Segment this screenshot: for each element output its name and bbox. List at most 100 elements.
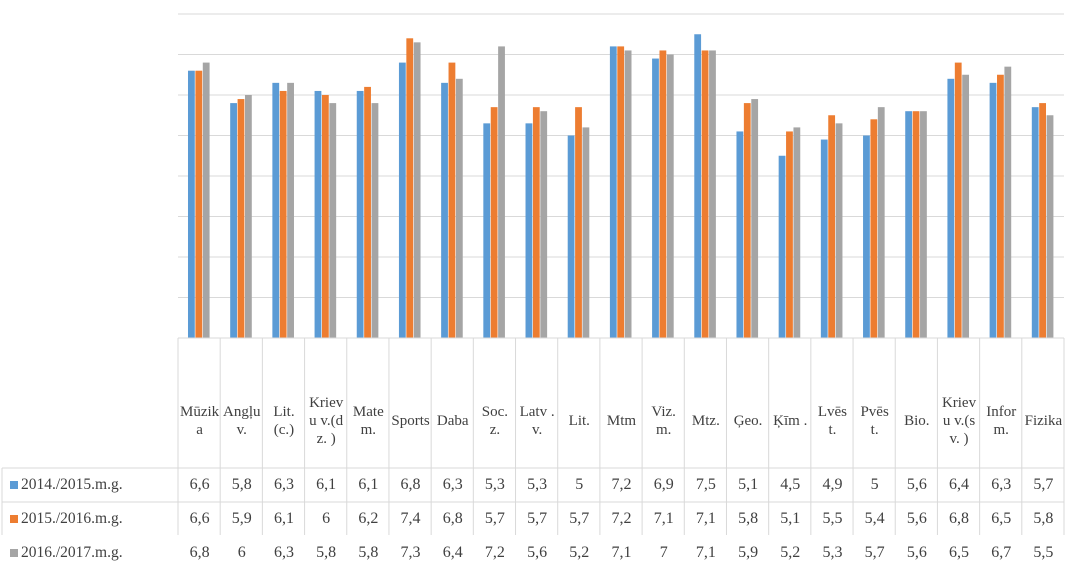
category-label: Matem. xyxy=(352,404,384,438)
data-label: 6,8 xyxy=(949,510,970,527)
category-label: Mtz. xyxy=(691,413,720,429)
bar-3 xyxy=(1004,66,1012,339)
data-label: 7,1 xyxy=(695,544,716,561)
data-label: 6,8 xyxy=(189,544,210,561)
bar-1 xyxy=(187,70,195,338)
category-label: Viz. m. xyxy=(651,404,676,438)
bar-3 xyxy=(244,95,252,338)
legend-label: 2014./2015.m.g. xyxy=(21,476,123,493)
data-label: 4,9 xyxy=(822,476,843,493)
bar-chart xyxy=(1,13,1065,535)
data-label: 5,2 xyxy=(780,544,801,561)
bar-2 xyxy=(997,74,1004,338)
data-label: 7,4 xyxy=(400,510,421,527)
data-label: 5,6 xyxy=(906,544,927,561)
bar-2 xyxy=(448,62,456,338)
bar-3 xyxy=(709,50,716,338)
bar-1 xyxy=(525,123,533,338)
data-label: 5,8 xyxy=(316,544,337,561)
data-label: 5,3 xyxy=(527,476,548,493)
legend-swatch xyxy=(10,549,18,557)
data-label: 5,7 xyxy=(1033,476,1054,493)
bar-1 xyxy=(694,34,702,338)
bar-2 xyxy=(279,90,287,338)
data-label: 6,4 xyxy=(442,544,463,561)
category-label: Bio. xyxy=(904,413,930,429)
bar-2 xyxy=(954,62,962,338)
bar-2 xyxy=(575,107,582,339)
category-label: Ķīm . xyxy=(773,413,808,429)
category-label: Krievu v.(dz. ) xyxy=(309,395,344,447)
category-label: Sports xyxy=(391,413,430,429)
bar-3 xyxy=(202,62,210,338)
bar-3 xyxy=(624,50,632,338)
data-label: 5,8 xyxy=(738,510,759,527)
category-label: Daba xyxy=(436,413,469,429)
bar-2 xyxy=(912,111,920,338)
bar-2 xyxy=(364,86,371,339)
bar-3 xyxy=(455,78,463,339)
data-label: 6,7 xyxy=(991,544,1012,561)
bar-1 xyxy=(863,135,870,338)
bar-1 xyxy=(947,78,955,339)
bar-2 xyxy=(701,50,709,338)
bar-3 xyxy=(582,127,590,339)
data-label: 7,2 xyxy=(484,544,505,561)
bar-1 xyxy=(314,90,322,338)
data-label: 5 xyxy=(575,476,584,493)
bar-1 xyxy=(1031,107,1039,339)
data-label: 6,8 xyxy=(442,510,463,527)
bar-1 xyxy=(609,46,617,339)
data-label: 5,5 xyxy=(822,510,843,527)
data-label: 5,9 xyxy=(738,544,759,561)
bar-3 xyxy=(287,82,294,338)
data-label: 5,1 xyxy=(780,510,801,527)
data-label: 7,5 xyxy=(695,476,716,493)
data-label: 6,1 xyxy=(316,476,337,493)
bar-1 xyxy=(567,135,575,338)
data-label: 7,1 xyxy=(695,510,716,527)
category-label: Mūzika xyxy=(180,404,220,438)
category-label: Lvēs t. xyxy=(817,404,848,438)
bar-3 xyxy=(1046,115,1054,338)
bar-1 xyxy=(230,103,237,338)
data-label: 7,1 xyxy=(611,544,632,561)
bar-2 xyxy=(490,107,498,339)
category-label: Krievu v.(sv. ) xyxy=(941,395,977,447)
bar-1 xyxy=(272,82,280,338)
data-label: 5,3 xyxy=(822,544,843,561)
data-label: 6,1 xyxy=(358,476,379,493)
data-label: 7,3 xyxy=(400,544,421,561)
legend-entry: 2015./2016.m.g. xyxy=(10,502,180,536)
bar-2 xyxy=(786,131,793,338)
bar-2 xyxy=(195,70,203,338)
data-label: 6,3 xyxy=(991,476,1012,493)
bar-1 xyxy=(356,90,364,338)
category-label: Angļu v. xyxy=(223,404,261,438)
data-label: 6,8 xyxy=(400,476,421,493)
data-label: 6,4 xyxy=(949,476,970,493)
data-label: 6,6 xyxy=(189,510,210,527)
data-label: 5,8 xyxy=(1033,510,1054,527)
data-label: 6 xyxy=(237,544,246,561)
category-label: Fizika xyxy=(1024,413,1063,429)
bar-2 xyxy=(828,115,836,338)
bar-1 xyxy=(736,131,744,338)
bar-1 xyxy=(820,139,828,338)
data-label: 5,8 xyxy=(358,544,379,561)
bar-1 xyxy=(441,82,448,338)
data-label: 7,2 xyxy=(611,476,632,493)
data-label: 5,6 xyxy=(906,476,927,493)
data-label: 5,6 xyxy=(906,510,927,527)
legend-label: 2016./2017.m.g. xyxy=(21,544,123,561)
data-label: 5,7 xyxy=(484,510,505,527)
bar-1 xyxy=(778,155,786,338)
category-label: Mtm xyxy=(606,413,637,429)
category-label: Ģeo. xyxy=(733,413,763,429)
bar-2 xyxy=(532,107,540,339)
data-label: 5,4 xyxy=(864,510,885,527)
data-label: 6 xyxy=(322,510,331,527)
legend-label: 2015./2016.m.g. xyxy=(21,510,123,527)
data-label: 4,5 xyxy=(780,476,801,493)
data-label: 6,6 xyxy=(189,476,210,493)
